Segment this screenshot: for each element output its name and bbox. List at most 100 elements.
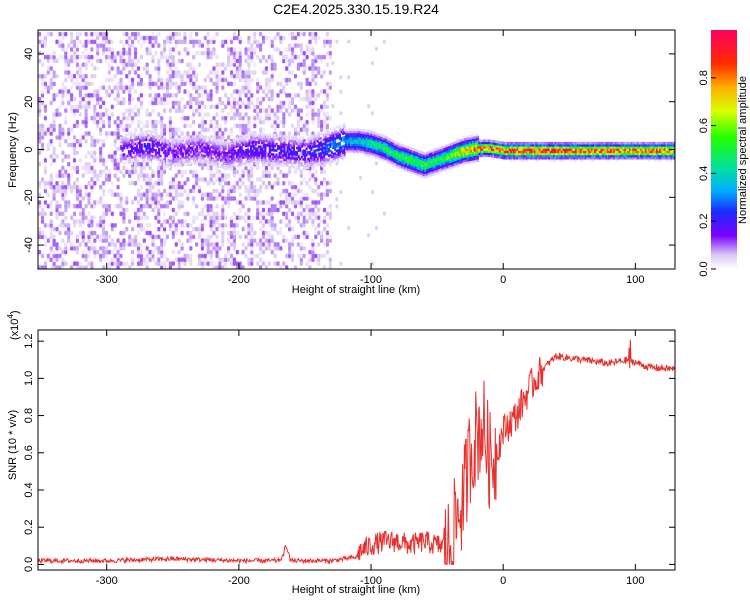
- heatmap-cell: [194, 156, 197, 160]
- heatmap-cell: [122, 96, 126, 102]
- heatmap-cell: [178, 157, 181, 160]
- heatmap-cell: [454, 160, 457, 164]
- heatmap-cell: [429, 156, 432, 160]
- heatmap-cell: [235, 223, 239, 228]
- heatmap-cell: [373, 136, 376, 139]
- heatmap-cell: [43, 265, 47, 269]
- heatmap-cell: [168, 51, 172, 56]
- heatmap-cell: [265, 139, 268, 143]
- heatmap-cell: [337, 134, 340, 137]
- heatmap-cell: [383, 148, 386, 151]
- heatmap-cell: [90, 74, 94, 79]
- heatmap-cell: [238, 58, 242, 64]
- heatmap-cell: [110, 89, 114, 94]
- heatmap-cell: [160, 51, 164, 56]
- heatmap-cell: [364, 153, 367, 156]
- heatmap-cell: [102, 249, 106, 255]
- heatmap-cell: [362, 133, 365, 137]
- heatmap-cell: [38, 192, 42, 197]
- heatmap-cell: [288, 139, 291, 143]
- heatmap-cell: [221, 85, 225, 90]
- heatmap-cell: [110, 181, 114, 186]
- heatmap-cell: [280, 162, 283, 166]
- heatmap-cell: [324, 163, 327, 167]
- heatmap-cell: [403, 166, 406, 170]
- heatmap-cell: [113, 223, 117, 228]
- heatmap-cell: [394, 147, 397, 151]
- heatmap-cell: [43, 131, 47, 136]
- heatmap-cell: [177, 265, 181, 269]
- heatmap-cell: [245, 149, 248, 152]
- heatmap-cell: [235, 70, 239, 75]
- heatmap-cell: [183, 89, 187, 94]
- heatmap-cell: [208, 136, 211, 140]
- heatmap-cell: [376, 139, 380, 142]
- heatmap-cell: [183, 253, 187, 259]
- heatmap-cell: [407, 150, 410, 154]
- heatmap-cell: [238, 146, 242, 149]
- heatmap-cell: [231, 150, 234, 154]
- heatmap-cell: [470, 156, 473, 159]
- heatmap-cell: [368, 139, 372, 142]
- heatmap-cell: [303, 160, 307, 163]
- heatmap-cell: [78, 39, 82, 45]
- heatmap-cell: [454, 145, 457, 149]
- heatmap-cell: [292, 137, 295, 141]
- heatmap-cell: [408, 153, 411, 156]
- heatmap-cell: [180, 257, 184, 262]
- heatmap-cell: [151, 234, 155, 240]
- heatmap-cell: [296, 93, 300, 98]
- heatmap-cell: [388, 146, 391, 149]
- heatmap-cell: [38, 161, 42, 167]
- heatmap-cell: [382, 211, 386, 216]
- heatmap-cell: [270, 54, 274, 60]
- heatmap-cell: [167, 159, 170, 162]
- heatmap-cell: [145, 246, 149, 251]
- heatmap-cell: [328, 204, 332, 209]
- heatmap-cell: [180, 184, 184, 190]
- heatmap-cell: [391, 152, 394, 155]
- heatmap-cell: [232, 104, 236, 110]
- heatmap-cell: [268, 269, 271, 274]
- heatmap-cell: [282, 200, 286, 205]
- heatmap-cell: [262, 145, 265, 149]
- heatmap-cell: [136, 242, 141, 247]
- heatmap-cell: [272, 136, 275, 139]
- heatmap-cell: [433, 161, 437, 165]
- heatmap-cell: [87, 230, 91, 236]
- heatmap-cell: [221, 265, 225, 269]
- heatmap-cell: [87, 93, 91, 98]
- heatmap-cell: [400, 165, 403, 169]
- heatmap-cell: [186, 151, 189, 155]
- heatmap-cell: [195, 215, 199, 220]
- heatmap-cell: [119, 242, 123, 247]
- heatmap-cell: [248, 133, 251, 136]
- heatmap-cell: [279, 219, 283, 224]
- heatmap-cell: [221, 155, 224, 158]
- heatmap-cell: [410, 149, 413, 153]
- heatmap-cell: [209, 169, 213, 175]
- heatmap-cell: [127, 150, 131, 153]
- heatmap-cell: [84, 108, 88, 113]
- heatmap-cell: [168, 66, 172, 71]
- heatmap-cell: [296, 138, 299, 141]
- heatmap-cell: [139, 196, 143, 201]
- heatmap-cell: [238, 112, 242, 117]
- heatmap-cell: [189, 74, 193, 79]
- heatmap-cell: [58, 253, 62, 259]
- heatmap-cell: [150, 132, 153, 136]
- heatmap-cell: [279, 200, 283, 205]
- heatmap-cell: [261, 230, 266, 236]
- heatmap-cell: [90, 215, 94, 220]
- heatmap-cell: [362, 131, 365, 135]
- heatmap-cell: [52, 253, 56, 259]
- heatmap-cell: [361, 144, 364, 147]
- heatmap-cell: [443, 164, 446, 168]
- heatmap-cell: [90, 62, 94, 67]
- heatmap-cell: [373, 134, 376, 137]
- heatmap-cell: [203, 242, 207, 247]
- heatmap-cell: [234, 152, 237, 155]
- heatmap-cell: [202, 139, 205, 142]
- heatmap-cell: [408, 159, 411, 163]
- heatmap-cell: [151, 154, 154, 158]
